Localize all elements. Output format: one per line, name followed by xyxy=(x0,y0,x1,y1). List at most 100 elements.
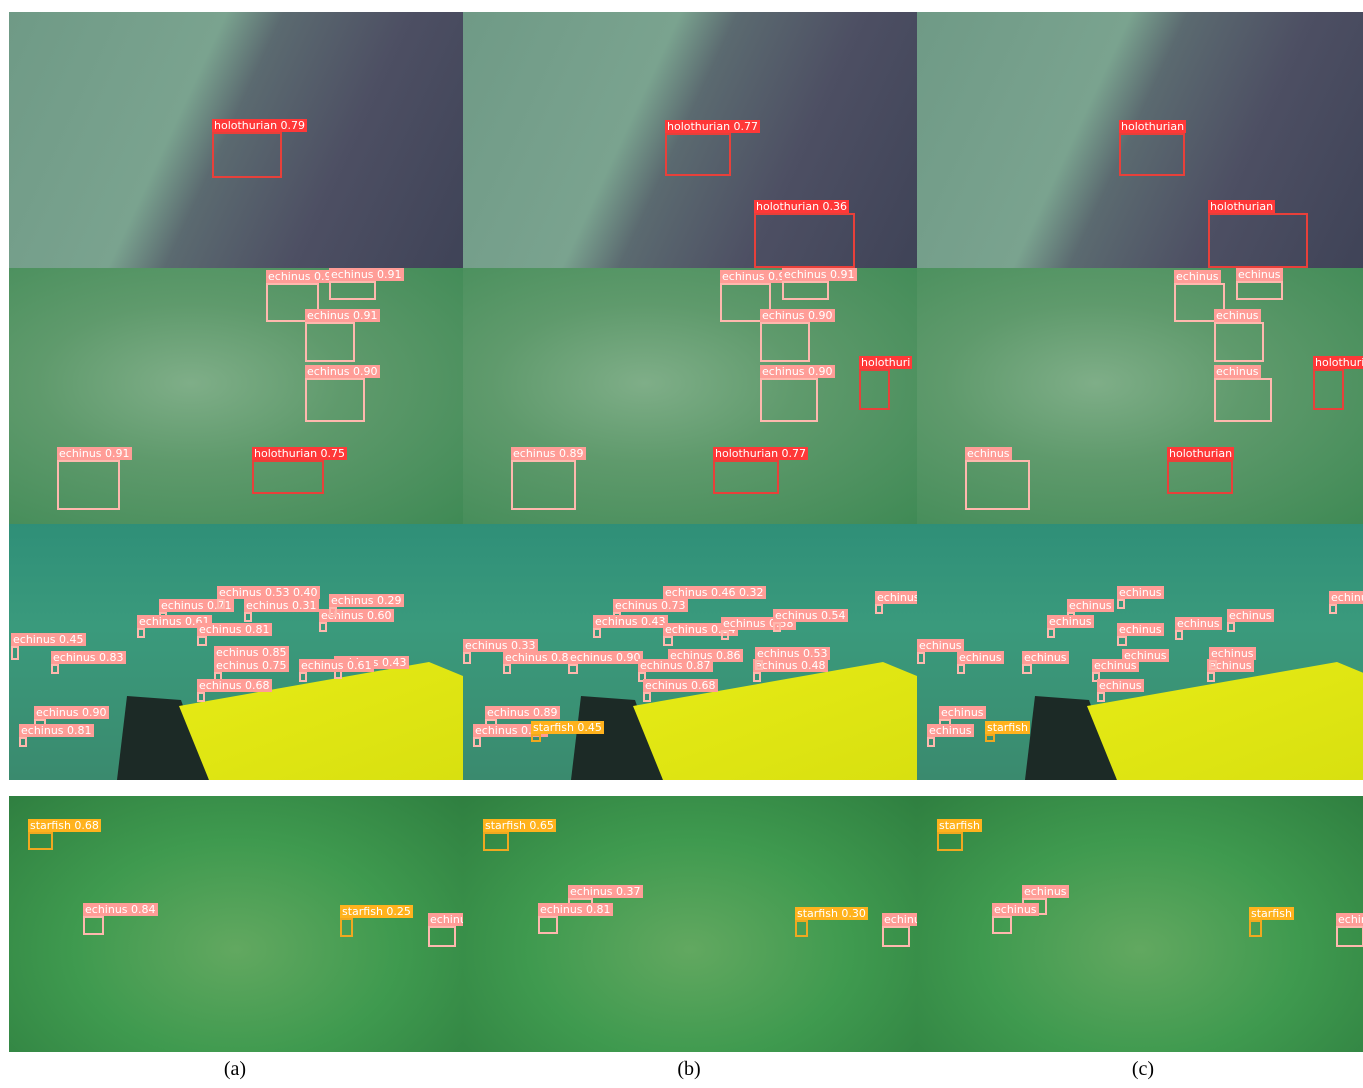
detection-box xyxy=(57,460,120,510)
detection-box xyxy=(1249,920,1262,937)
detection-box xyxy=(721,630,729,640)
detection-label: starfish xyxy=(937,819,982,832)
detection-box xyxy=(463,652,471,664)
detection-box xyxy=(663,636,673,646)
detection-box xyxy=(773,622,781,632)
detection-box xyxy=(340,918,353,937)
image-panel: echinus 0.45echinus 0.83echinus 0.71echi… xyxy=(9,524,463,780)
detection-label: echinus 0.90 xyxy=(760,365,835,378)
detection-label: echinus xyxy=(1092,659,1139,672)
detection-label: echinus 0.89 xyxy=(511,447,586,460)
detection-label: echinus 0.91 xyxy=(782,268,857,281)
detection-label: echinus 0.81 xyxy=(503,651,578,664)
detection-label: starfish 0.30 xyxy=(795,907,868,920)
detection-label: echinus xyxy=(1097,679,1144,692)
image-panel: starfish 0.68echinus 0.84starfish 0.25ec… xyxy=(9,796,463,1052)
detection-label: echinus 0.84 xyxy=(83,903,158,916)
detection-box xyxy=(1117,599,1125,609)
detection-box xyxy=(859,369,890,410)
detection-label: holothurian 0.75 xyxy=(252,447,347,460)
detection-label: echinus 0.81 xyxy=(538,903,613,916)
detection-box xyxy=(927,737,935,747)
detection-box xyxy=(1214,378,1272,422)
detection-label: echinus xyxy=(992,903,1039,916)
detection-label: echinus 0.37 xyxy=(568,885,643,898)
detection-label: echinus 0.90 xyxy=(305,365,380,378)
detection-label: echinus 0.73 xyxy=(613,599,688,612)
image-panel: echinusechinusechinusechinusechinusechin… xyxy=(917,524,1363,780)
detection-box xyxy=(568,664,578,674)
detection-label: echinus xyxy=(1175,617,1222,630)
detection-label: echinus 0.75 xyxy=(214,659,289,672)
detection-label: starfish 0.45 xyxy=(531,721,604,734)
detection-box xyxy=(1236,281,1283,300)
detection-box xyxy=(19,737,27,747)
panel-caption: (a) xyxy=(224,1058,246,1081)
detection-box xyxy=(882,926,910,947)
detection-label: echinu xyxy=(1336,913,1363,926)
detection-label: echinus 0.81 xyxy=(19,724,94,737)
image-panel: echinus 0.90 echinus 0.91 echinus 0.90 holo… xyxy=(463,268,917,524)
detection-label: echinus xyxy=(1214,309,1261,322)
detection-box xyxy=(1209,660,1217,670)
panel-caption: (b) xyxy=(677,1058,700,1081)
detection-label: echinus xyxy=(1209,647,1256,660)
detection-box xyxy=(473,737,481,747)
detection-label: holothuri xyxy=(859,356,912,369)
detection-label: holothurian xyxy=(1167,447,1234,460)
detection-label: echinus 0.90 xyxy=(34,706,109,719)
detection-box xyxy=(795,920,808,937)
detection-box xyxy=(538,916,558,934)
detection-box xyxy=(217,599,225,609)
detection-label: echinus xyxy=(1047,615,1094,628)
detection-label: echinus 0.68 xyxy=(197,679,272,692)
detection-box xyxy=(755,660,763,670)
detection-label: echinu xyxy=(882,913,917,926)
detection-box xyxy=(329,607,337,617)
detection-box xyxy=(319,622,327,632)
detection-label: echinus 0.43 xyxy=(593,615,668,628)
detection-label: echinus 0.91 xyxy=(305,309,380,322)
detection-box xyxy=(1175,630,1183,640)
detection-label: starfish 0.68 xyxy=(28,819,101,832)
detection-label: echinus 0.61 xyxy=(299,659,374,672)
detection-label: echinus 0.53 xyxy=(755,647,830,660)
detection-label: echinus xyxy=(1067,599,1114,612)
detection-label: holothurian xyxy=(1208,200,1275,213)
image-panel: starfishechinusechinusstarfishechinu xyxy=(917,796,1363,1052)
detection-label: echinus 0.45 xyxy=(11,633,86,646)
detection-box xyxy=(643,692,651,702)
detection-label: echinus 0.89 xyxy=(485,706,560,719)
detection-label: echinus xyxy=(1117,586,1164,599)
detection-label: starfish xyxy=(985,721,1030,734)
detection-box xyxy=(753,672,761,682)
detection-label: echinus xyxy=(1236,268,1283,281)
detection-label: echinus 0.46 0.32 xyxy=(663,586,766,599)
detection-box xyxy=(1047,628,1055,638)
detection-box xyxy=(83,916,104,935)
detection-box xyxy=(1167,460,1233,494)
detection-box xyxy=(760,378,818,422)
detection-box xyxy=(1336,926,1363,947)
detection-label: echinus xyxy=(1227,609,1274,622)
detection-box xyxy=(1117,636,1127,646)
detection-label: echinus 0.81 xyxy=(197,623,272,636)
detection-label: starfish xyxy=(1249,907,1294,920)
image-panel: starfish 0.65echinus 0.37echinus 0.81sta… xyxy=(463,796,917,1052)
detection-box xyxy=(51,664,59,674)
detection-label: echinus xyxy=(927,724,974,737)
detection-box xyxy=(305,322,355,362)
detection-box xyxy=(329,281,376,300)
detection-label: echinus 0.68 xyxy=(643,679,718,692)
detection-box xyxy=(1214,322,1264,362)
detection-label: holothurian xyxy=(1119,120,1186,133)
detection-label: echinus 0.85 xyxy=(214,646,289,659)
detection-box xyxy=(252,460,324,494)
image-panel: holothurian 0.79 xyxy=(9,12,463,268)
detection-label: echinus 0.90 xyxy=(568,651,643,664)
detection-label: echinus 0.90 xyxy=(760,309,835,322)
detection-box xyxy=(713,460,779,494)
detection-box xyxy=(212,132,282,178)
detection-box xyxy=(1313,369,1344,410)
